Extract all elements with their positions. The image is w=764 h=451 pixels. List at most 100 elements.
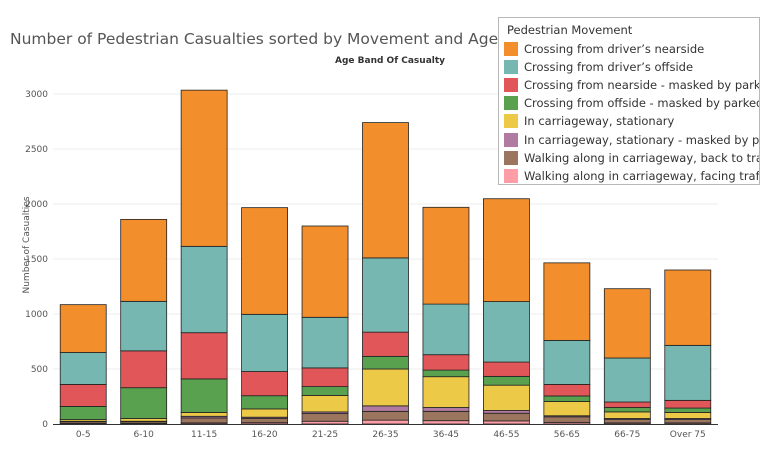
x-tick-label: 0-5 xyxy=(76,430,91,440)
bar-segment xyxy=(362,419,409,425)
legend-item[interactable]: Walking along in carriageway, facing tra… xyxy=(499,167,759,185)
bar-segment xyxy=(120,300,168,352)
bar-segment xyxy=(362,368,409,407)
x-tick-label: 36-45 xyxy=(433,430,459,440)
bar-segment xyxy=(59,352,107,385)
bar-segment xyxy=(483,384,530,411)
legend-swatch xyxy=(504,168,518,183)
bar-segment xyxy=(483,375,530,386)
legend-swatch xyxy=(504,42,518,57)
x-tick-label: 46-55 xyxy=(493,430,519,440)
x-tick-label: 66-75 xyxy=(614,430,640,440)
bar-segment xyxy=(543,395,591,402)
bar-segment xyxy=(422,206,470,305)
bar-segment xyxy=(422,420,470,425)
bar-segment xyxy=(362,410,409,421)
y-tick-label: 500 xyxy=(31,365,48,375)
legend-label: In carriageway, stationary - masked by p… xyxy=(524,132,759,147)
legend-label: Walking along in carriageway, back to tr… xyxy=(524,150,759,165)
bar-segment xyxy=(301,367,349,387)
bar-segment xyxy=(362,122,409,259)
bar-segment xyxy=(59,405,107,420)
bar-segment xyxy=(422,410,470,422)
bar-segment xyxy=(241,408,288,418)
legend-label: Crossing from driver’s nearside xyxy=(524,42,705,57)
bar-segment xyxy=(483,412,530,422)
legend-item[interactable]: Crossing from nearside - masked by parke… xyxy=(499,76,759,94)
bar-segment xyxy=(603,401,651,408)
bar-segment xyxy=(120,350,168,389)
x-tick-label: Over 75 xyxy=(670,430,706,440)
x-tick-label: 26-35 xyxy=(372,430,398,440)
bar-segment xyxy=(180,332,228,380)
bar-segment xyxy=(603,411,651,419)
bar-segment xyxy=(422,354,470,371)
y-axis-ticks: 0 500 1000 1500 2000 2500 3000 xyxy=(25,90,48,430)
y-tick-label: 2500 xyxy=(25,145,48,155)
y-tick-label: 1000 xyxy=(25,310,48,320)
legend-swatch xyxy=(504,132,518,147)
bar-segment xyxy=(483,198,530,302)
legend-swatch xyxy=(504,60,518,75)
chart-title: Number of Pedestrian Casualties sorted b… xyxy=(10,30,550,48)
legend-items: Crossing from driver’s nearside Crossing … xyxy=(499,40,759,185)
bar-segment xyxy=(241,207,288,315)
bar-segment xyxy=(120,218,168,302)
bar-segment xyxy=(543,262,591,341)
legend-item[interactable]: Crossing from driver’s nearside xyxy=(499,40,759,58)
legend-item[interactable]: Crossing from driver’s offside xyxy=(499,58,759,76)
bar-segment xyxy=(483,410,530,414)
x-tick-label: 21-25 xyxy=(312,430,338,440)
legend-label: Walking along in carriageway, facing tra… xyxy=(524,168,759,183)
legend: Pedestrian Movement Crossing from driver… xyxy=(498,17,760,185)
bar-segment xyxy=(483,361,530,377)
legend-label: Crossing from nearside - masked by parke… xyxy=(524,78,759,93)
y-tick-label: 2000 xyxy=(25,200,48,210)
bar-segment xyxy=(603,288,651,359)
legend-swatch xyxy=(504,96,518,111)
legend-label: Crossing from driver’s offside xyxy=(524,60,694,75)
bar-segment xyxy=(241,313,288,372)
legend-item[interactable]: Crossing from offside - masked by parked… xyxy=(499,94,759,112)
legend-item[interactable]: Walking along in carriageway, back to tr… xyxy=(499,149,759,167)
bar-segment xyxy=(664,419,712,424)
bar-segment xyxy=(180,245,228,334)
bar-segment xyxy=(543,339,591,385)
bar-segment xyxy=(422,407,470,412)
bars xyxy=(59,89,712,425)
bar-segment xyxy=(664,407,712,413)
bar-segment xyxy=(362,331,409,357)
legend-title: Pedestrian Movement xyxy=(507,23,633,37)
legend-item[interactable]: In carriageway, stationary - masked by p… xyxy=(499,130,759,148)
bar-segment xyxy=(180,378,228,413)
bar-segment xyxy=(664,412,712,419)
bar-segment xyxy=(120,418,168,422)
legend-item[interactable]: In carriageway, stationary xyxy=(499,112,759,130)
bar-segment xyxy=(301,386,349,396)
bar-segment xyxy=(422,376,470,408)
chart-subtitle: Age Band Of Casualty xyxy=(335,56,445,66)
bar-segment xyxy=(483,301,530,363)
bar-segment xyxy=(301,413,349,422)
y-tick-label: 0 xyxy=(42,420,48,430)
bar-segment xyxy=(422,369,470,378)
y-tick-label: 1500 xyxy=(25,255,48,265)
bar-segment xyxy=(543,416,591,423)
bar-segment xyxy=(180,417,228,424)
bar-segment xyxy=(180,89,228,247)
x-tick-label: 6-10 xyxy=(133,430,154,440)
bar-segment xyxy=(543,383,591,397)
legend-label: Crossing from offside - masked by parked… xyxy=(524,96,759,111)
bar-segment xyxy=(301,316,349,369)
bar-segment xyxy=(180,412,228,417)
bar-segment xyxy=(241,371,288,397)
bar-segment xyxy=(301,225,349,318)
bar-segment xyxy=(59,383,107,407)
x-tick-label: 56-65 xyxy=(554,430,580,440)
legend-swatch xyxy=(504,78,518,93)
bar-segment xyxy=(362,355,409,370)
bar-segment xyxy=(241,417,288,424)
legend-label: In carriageway, stationary xyxy=(524,114,675,129)
x-axis-ticks: 0-5 6-10 11-15 16-20 21-25 26-35 36-45 46-55 56-… xyxy=(76,430,706,440)
